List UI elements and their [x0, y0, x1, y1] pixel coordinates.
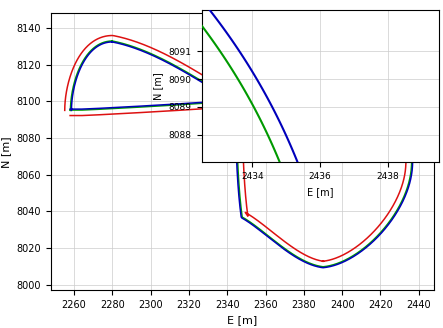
- Y-axis label: N [m]: N [m]: [1, 136, 11, 168]
- X-axis label: E [m]: E [m]: [307, 187, 333, 197]
- X-axis label: E [m]: E [m]: [227, 316, 258, 326]
- Y-axis label: N [m]: N [m]: [153, 72, 163, 100]
